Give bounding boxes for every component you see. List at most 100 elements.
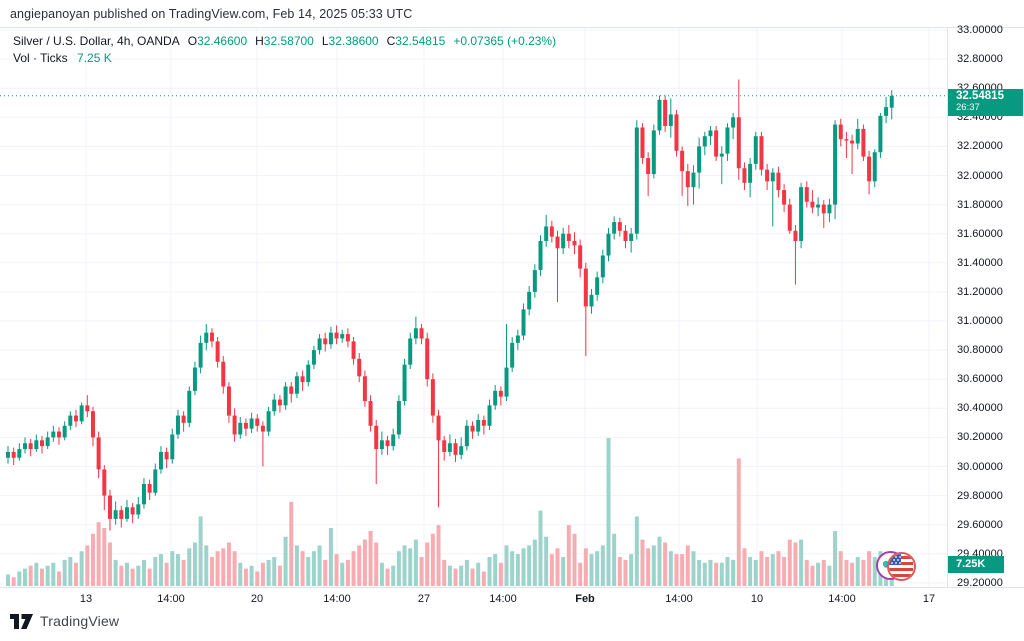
candle-body xyxy=(73,415,78,422)
volume-bar xyxy=(17,571,22,586)
candle-body xyxy=(408,338,413,365)
volume-indicator-label[interactable]: Vol · Ticks xyxy=(13,51,68,65)
volume-bar xyxy=(113,559,118,586)
change-value: +0.07365 (+0.23%) xyxy=(453,34,557,48)
volume-bar xyxy=(719,562,724,586)
symbol-title[interactable]: Silver / U.S. Dollar, 4h, OANDA xyxy=(13,34,180,48)
volume-bar xyxy=(221,548,226,586)
candle-body xyxy=(714,130,719,157)
candle-body xyxy=(470,425,475,432)
volume-bar xyxy=(742,548,747,586)
volume-bar xyxy=(243,568,248,586)
volume-bar xyxy=(765,557,770,586)
tradingview-logo-icon xyxy=(10,613,33,629)
candlestick-chart[interactable] xyxy=(0,0,947,588)
volume-bar xyxy=(419,557,424,586)
volume-bar xyxy=(493,554,498,586)
candle-body xyxy=(674,114,679,151)
volume-bar xyxy=(498,562,503,586)
volume-bar xyxy=(867,551,872,586)
candle-body xyxy=(221,361,226,387)
close-label: C xyxy=(386,34,396,48)
time-tick-label: 14:00 xyxy=(157,592,185,605)
volume-bar xyxy=(294,545,299,586)
candle-body xyxy=(277,399,282,406)
candle-body xyxy=(425,338,430,380)
candle-body xyxy=(238,422,243,435)
chart-legend[interactable]: Silver / U.S. Dollar, 4h, OANDA O32.46600… xyxy=(13,33,556,66)
volume-bar xyxy=(141,559,146,586)
price-tick-label: 33.00000 xyxy=(957,24,1003,36)
volume-bar xyxy=(79,551,84,586)
candle-body xyxy=(532,270,537,292)
candle-body xyxy=(6,451,10,458)
volume-bar xyxy=(527,545,532,586)
volume-bar xyxy=(697,559,702,586)
candle-body xyxy=(504,367,509,397)
candle-body xyxy=(833,124,838,205)
candle-body xyxy=(147,483,152,493)
volume-bar xyxy=(391,565,396,586)
candle-body xyxy=(130,507,135,515)
volume-bar xyxy=(255,571,260,586)
volume-bar xyxy=(34,562,39,586)
price-tick-label: 30.00000 xyxy=(957,460,1003,473)
candle-body xyxy=(742,168,747,183)
candle-body xyxy=(300,376,305,383)
candle-body xyxy=(328,332,333,345)
candle-body xyxy=(629,233,634,241)
candle-body xyxy=(419,328,424,339)
volume-bar xyxy=(731,559,736,586)
volume-bar xyxy=(277,565,282,586)
candle-body xyxy=(175,415,180,435)
bar-countdown: 26:37 xyxy=(956,102,980,113)
volume-bar xyxy=(578,562,583,586)
candle-body xyxy=(311,350,316,365)
candle-body xyxy=(68,415,73,426)
price-axis-border xyxy=(947,27,948,608)
volume-bar xyxy=(600,545,605,586)
volume-bar xyxy=(606,438,611,586)
volume-bar xyxy=(855,557,860,586)
candle-body xyxy=(668,114,673,127)
volume-bar xyxy=(583,548,588,586)
time-axis[interactable]: 13 14:00 20 14:00 27 14:00 Feb 14:00 10 14:00 17 xyxy=(0,588,1024,609)
candle-body xyxy=(799,187,804,241)
volume-bar xyxy=(215,551,220,586)
volume-bar xyxy=(640,539,645,586)
candle-body xyxy=(45,437,50,447)
volume-bar xyxy=(374,542,379,586)
price-tick-label: 31.00000 xyxy=(957,315,1003,327)
time-tick-label: 14:00 xyxy=(665,592,693,605)
candle-body xyxy=(731,117,736,128)
candle-body xyxy=(685,171,690,188)
candle-body xyxy=(442,440,447,452)
legend-line-symbol: Silver / U.S. Dollar, 4h, OANDA O32.46600… xyxy=(13,33,556,49)
last-price-value: 32.54815 xyxy=(956,90,1004,102)
candle-body xyxy=(861,128,866,157)
candle-body xyxy=(385,440,390,447)
volume-bar xyxy=(623,559,628,586)
volume-bar xyxy=(340,562,345,586)
volume-bar xyxy=(238,562,243,586)
candle-body xyxy=(85,405,90,412)
candle-body xyxy=(549,226,554,237)
volume-bar xyxy=(629,554,634,586)
candle-body xyxy=(153,469,158,493)
volume-bar xyxy=(425,542,430,586)
price-tick-label: 32.00000 xyxy=(957,169,1003,182)
candle-body xyxy=(493,390,498,406)
volume-bar xyxy=(708,559,713,586)
price-tick-label: 31.20000 xyxy=(957,285,1003,298)
volume-bar xyxy=(753,559,758,586)
candle-body xyxy=(345,334,350,342)
volume-bar xyxy=(204,545,209,586)
price-tick-label: 31.40000 xyxy=(957,256,1003,269)
tradingview-logo[interactable]: TradingView xyxy=(10,613,119,629)
candle-body xyxy=(793,230,798,241)
volume-bar xyxy=(561,557,566,586)
time-tick-label: 13 xyxy=(79,592,93,605)
candle-body xyxy=(855,128,860,144)
candle-body xyxy=(62,425,67,438)
